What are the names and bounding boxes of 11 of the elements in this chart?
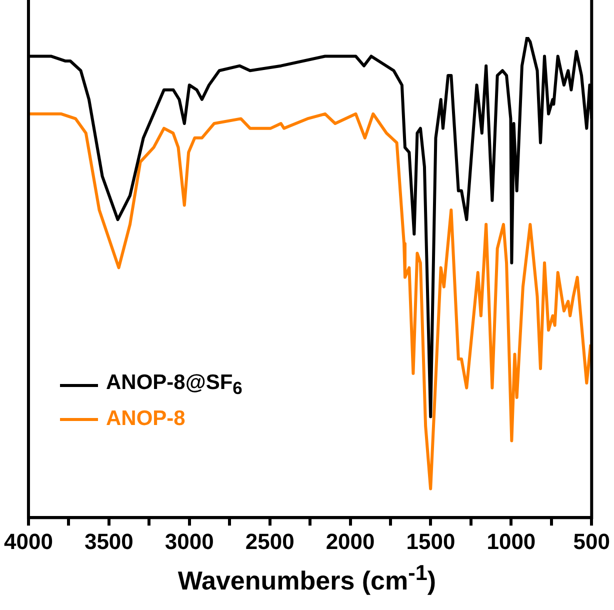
x-axis-title: Wavenumbers (cm$^{-1}$) [176,560,438,597]
legend-label: ANOP-8 [106,407,186,431]
x-tick-label: 4000 [4,528,53,554]
x-tick-label: 1000 [486,528,536,554]
x-tick-label: 1500 [406,528,456,554]
x-tick-label: 3500 [84,528,134,554]
x-tick-label: 2000 [326,528,375,554]
x-tick-label: 2500 [245,528,294,554]
x-tick-label: 3000 [164,528,214,554]
legend-label: ANOP-8@SF$_{6}$ [106,370,242,400]
x-tick-label: 500 [573,528,610,554]
